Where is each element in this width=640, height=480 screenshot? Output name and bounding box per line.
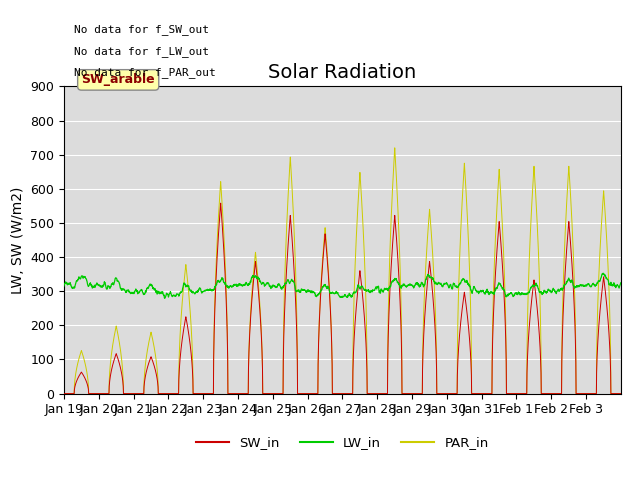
Text: No data for f_PAR_out: No data for f_PAR_out	[74, 67, 215, 78]
Title: Solar Radiation: Solar Radiation	[268, 63, 417, 82]
Text: SW_arable: SW_arable	[81, 73, 155, 86]
Legend: SW_in, LW_in, PAR_in: SW_in, LW_in, PAR_in	[191, 431, 494, 455]
Y-axis label: LW, SW (W/m2): LW, SW (W/m2)	[11, 186, 25, 294]
Text: No data for f_LW_out: No data for f_LW_out	[74, 46, 209, 57]
Text: No data for f_SW_out: No data for f_SW_out	[74, 24, 209, 35]
